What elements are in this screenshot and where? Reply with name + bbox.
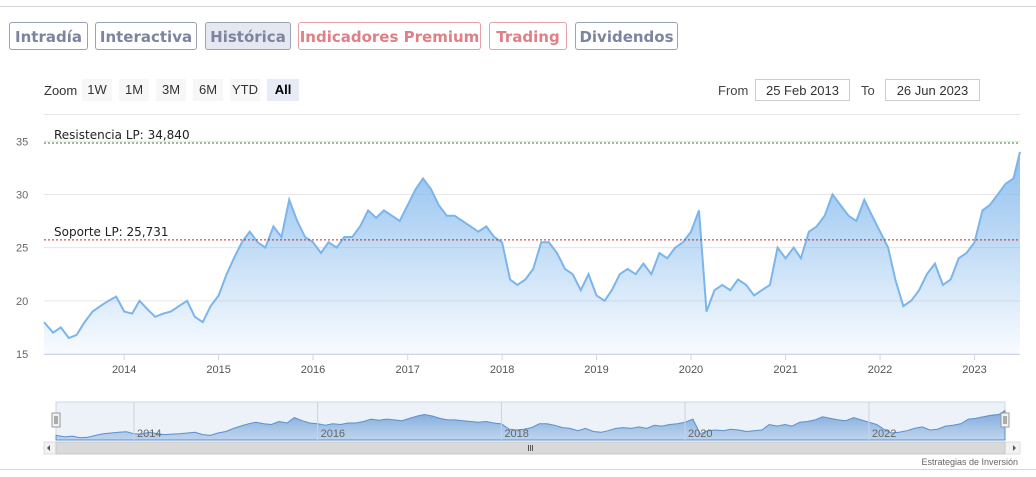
tab-interactiva[interactable]: Interactiva (95, 22, 197, 50)
tab-dividendos[interactable]: Dividendos (575, 22, 678, 50)
range-to-label: To (861, 83, 875, 98)
zoom-1w-button[interactable]: 1W (82, 79, 112, 101)
x-tick-label: 2022 (868, 364, 892, 376)
x-tick-label: 2020 (679, 364, 703, 376)
price-chart: 15 20 25 30 35 Resistencia LP: 34,840 Soporte… (16, 128, 1021, 455)
y-tick-label: 15 (16, 349, 28, 361)
range-from-label: From (718, 83, 749, 98)
chart-credit: Estrategias de Inversión (921, 457, 1018, 467)
navigator-scrollbar[interactable] (43, 441, 1021, 455)
x-tick-label: 2014 (112, 364, 136, 376)
x-tick-label: 2023 (962, 364, 986, 376)
x-tick-label: 2017 (395, 364, 419, 376)
tab-historica[interactable]: Histórica (205, 22, 291, 50)
y-tick-label: 30 (16, 189, 28, 201)
navigator-left-handle[interactable] (51, 412, 61, 428)
plot-lines: Resistencia LP: 34,840 Soporte LP: 25,731 (44, 128, 1020, 241)
navigator[interactable]: 2014 2016 2018 2020 2022 (43, 401, 1021, 455)
navigator-tick-label: 2022 (872, 428, 896, 440)
resistance-label: Resistencia LP: 34,840 (54, 128, 190, 142)
zoom-all-button[interactable]: All (267, 79, 299, 101)
x-tick-label: 2018 (490, 364, 514, 376)
navigator-right-handle[interactable] (1000, 412, 1010, 428)
tab-intradia[interactable]: Intradía (9, 22, 88, 50)
range-to-field[interactable] (885, 79, 980, 101)
y-tick-label: 25 (16, 243, 28, 255)
zoom-6m-button[interactable]: 6M (193, 79, 223, 101)
scroll-left-arrow-icon[interactable] (47, 445, 50, 451)
navigator-series (55, 409, 1006, 441)
zoom-label: Zoom (44, 83, 78, 98)
range-from-input[interactable] (756, 80, 849, 100)
x-tick-label: 2016 (301, 364, 325, 376)
zoom-1m-button[interactable]: 1M (119, 79, 149, 101)
top-rule (0, 6, 1036, 7)
series-line (43, 151, 1021, 340)
navigator-tick-label: 2020 (688, 428, 712, 440)
x-tick-label: 2015 (206, 364, 230, 376)
y-tick-label: 35 (16, 136, 28, 148)
toolbar-divider (44, 114, 1020, 115)
zoom-ytd-button[interactable]: YTD (230, 79, 260, 101)
tab-indicadores-premium[interactable]: Indicadores Premium (298, 22, 481, 50)
tab-trading[interactable]: Trading (489, 22, 567, 50)
x-axis: 2014 2015 2016 2017 2018 2019 2020 2021 2022 2023 (44, 354, 1020, 376)
navigator-tick-label: 2014 (137, 428, 161, 440)
scroll-right-arrow-icon[interactable] (1013, 445, 1016, 451)
x-tick-label: 2021 (773, 364, 797, 376)
support-label: Soporte LP: 25,731 (54, 225, 169, 239)
y-tick-label: 20 (16, 296, 28, 308)
x-tick-label: 2019 (584, 364, 608, 376)
navigator-tick-label: 2018 (504, 428, 528, 440)
series-area (44, 151, 1020, 354)
navigator-tick-label: 2016 (321, 428, 345, 440)
zoom-3m-button[interactable]: 3M (156, 79, 186, 101)
range-from-field[interactable] (755, 79, 850, 101)
bottom-rule (0, 469, 1036, 470)
range-to-input[interactable] (886, 80, 979, 100)
price-series (43, 151, 1021, 354)
y-axis: 15 20 25 30 35 (16, 136, 28, 361)
